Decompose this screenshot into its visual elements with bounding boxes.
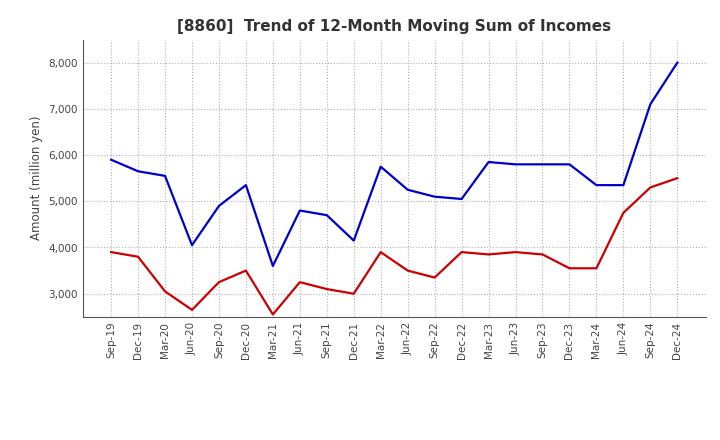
Net Income [457,249,466,255]
Net Income [565,266,574,271]
Ordinary Income [646,102,654,107]
Ordinary Income [511,161,520,167]
Ordinary Income [188,242,197,248]
Ordinary Income [592,183,600,188]
Net Income [295,279,304,285]
Ordinary Income [403,187,412,192]
Ordinary Income [457,196,466,202]
Net Income [403,268,412,273]
Net Income [538,252,546,257]
Net Income [646,185,654,190]
Ordinary Income [349,238,358,243]
Ordinary Income [161,173,169,179]
Net Income [619,210,628,216]
Y-axis label: Amount (million yen): Amount (million yen) [30,116,43,240]
Net Income [673,176,682,181]
Ordinary Income [565,161,574,167]
Ordinary Income [538,161,546,167]
Ordinary Income [431,194,439,199]
Net Income [161,289,169,294]
Ordinary Income [269,263,277,268]
Line: Ordinary Income: Ordinary Income [111,62,678,266]
Net Income [134,254,143,259]
Ordinary Income [242,183,251,188]
Net Income [188,307,197,312]
Net Income [377,249,385,255]
Net Income [269,312,277,317]
Net Income [349,291,358,297]
Ordinary Income [377,164,385,169]
Line: Net Income: Net Income [111,178,678,315]
Net Income [107,249,115,255]
Net Income [242,268,251,273]
Title: [8860]  Trend of 12-Month Moving Sum of Incomes: [8860] Trend of 12-Month Moving Sum of I… [177,19,611,34]
Ordinary Income [619,183,628,188]
Net Income [511,249,520,255]
Net Income [485,252,493,257]
Ordinary Income [485,159,493,165]
Ordinary Income [323,213,331,218]
Ordinary Income [134,169,143,174]
Net Income [592,266,600,271]
Ordinary Income [295,208,304,213]
Net Income [323,286,331,292]
Net Income [431,275,439,280]
Net Income [215,279,223,285]
Ordinary Income [673,60,682,65]
Ordinary Income [215,203,223,209]
Ordinary Income [107,157,115,162]
